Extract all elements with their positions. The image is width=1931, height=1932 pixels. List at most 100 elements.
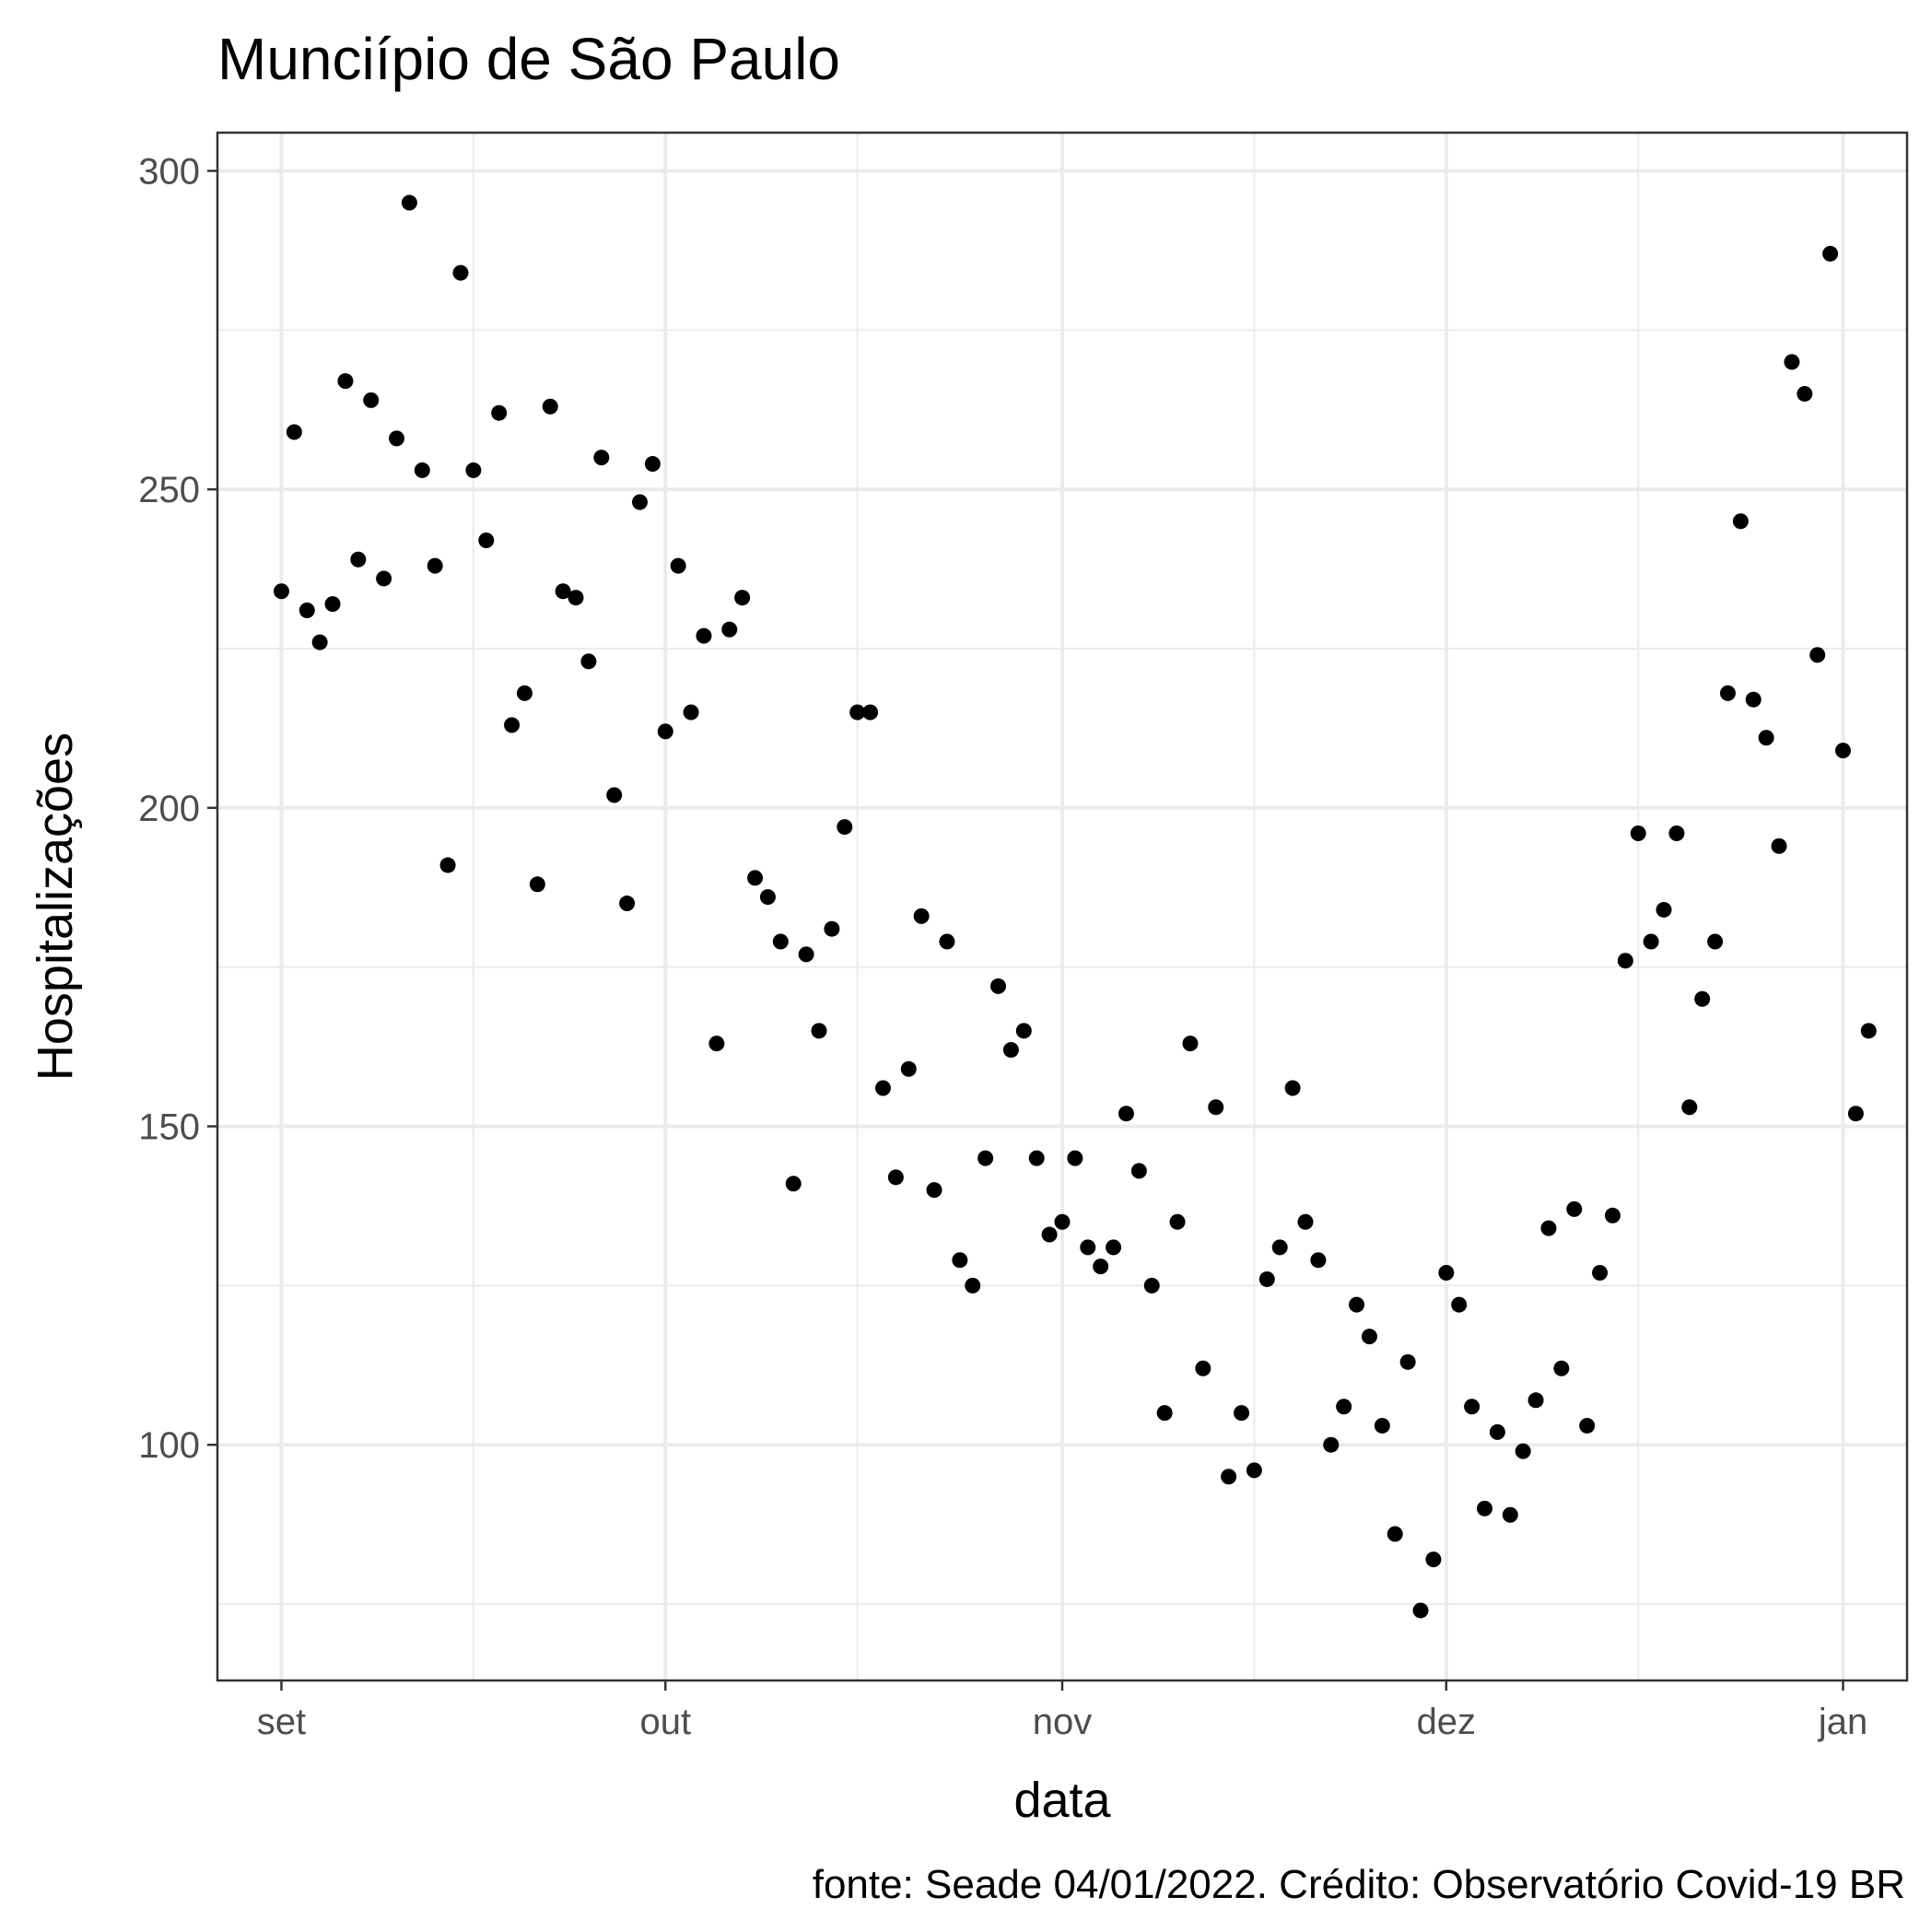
data-point	[1617, 953, 1633, 969]
data-point	[1399, 1353, 1416, 1370]
data-point	[401, 194, 417, 211]
data-point	[721, 621, 738, 638]
data-point	[1028, 1150, 1045, 1166]
data-point	[1002, 1042, 1019, 1059]
data-point	[939, 933, 955, 950]
data-point	[1643, 933, 1659, 950]
data-point	[644, 456, 661, 473]
data-point	[1604, 1207, 1621, 1224]
x-tick-label: out	[639, 1702, 691, 1742]
data-point	[1195, 1360, 1211, 1376]
data-point	[1156, 1405, 1173, 1422]
data-point	[1258, 1270, 1275, 1287]
data-point	[1592, 1265, 1609, 1282]
data-point	[439, 857, 456, 873]
data-point	[1234, 1405, 1250, 1422]
data-point	[772, 933, 789, 950]
data-point	[1438, 1265, 1455, 1282]
data-point	[887, 1169, 904, 1186]
data-point	[1412, 1602, 1429, 1619]
data-point	[1297, 1213, 1314, 1230]
data-point	[516, 685, 532, 701]
data-point	[1323, 1436, 1340, 1453]
data-point	[1451, 1296, 1468, 1313]
y-axis: 100 150 200 250 300	[138, 151, 217, 1466]
y-tick-label: 100	[138, 1425, 200, 1466]
data-point	[324, 596, 341, 613]
x-axis-title: data	[1013, 1773, 1111, 1828]
data-point	[913, 907, 930, 924]
data-point	[1527, 1392, 1544, 1409]
data-point	[1477, 1500, 1492, 1516]
data-point	[1054, 1213, 1071, 1230]
data-point	[568, 590, 584, 606]
data-point	[491, 404, 508, 421]
data-point	[1707, 933, 1724, 950]
data-point	[1271, 1239, 1288, 1256]
data-point	[363, 392, 380, 408]
data-point	[785, 1176, 802, 1192]
data-point	[696, 627, 712, 644]
y-tick-label: 200	[138, 789, 200, 829]
data-point	[1540, 1220, 1557, 1236]
data-point	[1668, 825, 1685, 841]
data-point	[1719, 685, 1736, 701]
data-point	[504, 717, 521, 733]
data-point	[926, 1182, 942, 1199]
data-point	[1208, 1099, 1224, 1116]
x-axis: set out nov dez jan	[257, 1680, 1867, 1742]
data-point	[555, 583, 571, 600]
x-tick-label: set	[257, 1702, 306, 1742]
data-point	[1553, 1360, 1570, 1376]
data-point	[1681, 1099, 1698, 1116]
data-point	[1041, 1226, 1058, 1243]
data-point	[1579, 1417, 1596, 1434]
data-point	[1387, 1526, 1403, 1542]
data-point	[1630, 825, 1646, 841]
data-point	[683, 704, 699, 720]
data-point	[874, 1080, 891, 1096]
data-point	[311, 634, 328, 650]
x-tick-label: jan	[1818, 1702, 1867, 1742]
data-point	[452, 264, 469, 281]
data-point	[708, 1036, 725, 1052]
data-point	[337, 373, 354, 390]
data-point	[1118, 1106, 1134, 1122]
data-point	[1566, 1200, 1583, 1217]
data-point	[1015, 1023, 1032, 1039]
data-point	[529, 876, 545, 893]
data-point	[1361, 1329, 1377, 1345]
data-point	[478, 532, 495, 548]
data-point	[632, 494, 648, 510]
data-point	[965, 1277, 981, 1294]
data-point	[1246, 1462, 1262, 1479]
data-point	[542, 398, 558, 415]
data-point	[798, 946, 814, 963]
data-point	[1847, 1106, 1864, 1122]
data-point	[1758, 730, 1774, 746]
y-tick-label: 300	[138, 151, 200, 192]
data-point	[849, 704, 866, 720]
data-point	[286, 424, 302, 440]
data-point	[824, 920, 840, 937]
data-point	[273, 583, 289, 600]
data-point	[1745, 691, 1761, 708]
data-point	[1502, 1506, 1518, 1523]
data-point	[1515, 1443, 1531, 1459]
data-point	[1221, 1469, 1237, 1485]
data-point	[350, 551, 367, 568]
data-point	[1425, 1551, 1442, 1568]
data-point	[670, 557, 686, 574]
data-point	[1784, 354, 1800, 370]
data-point	[657, 723, 673, 740]
data-point	[1080, 1239, 1096, 1256]
data-point	[900, 1060, 917, 1077]
data-point	[1771, 837, 1787, 854]
data-point	[1106, 1239, 1122, 1256]
caption: fonte: Seade 04/01/2022. Crédito: Observ…	[813, 1862, 1905, 1907]
data-point	[759, 889, 776, 906]
y-axis-title: Hospitalizações	[28, 732, 83, 1081]
data-point	[593, 450, 610, 466]
data-point	[1169, 1213, 1186, 1230]
